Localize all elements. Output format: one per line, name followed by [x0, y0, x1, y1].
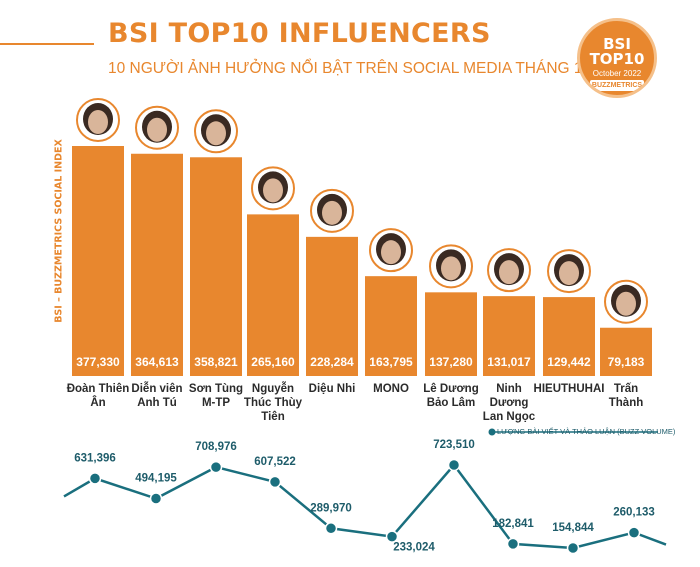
line-point — [447, 458, 461, 472]
badge-line-2: TOP10 — [589, 50, 645, 68]
line-value-label: 154,844 — [552, 522, 594, 534]
line-series: 631,396 494,195 708,976 607,522 289,970 233,0… — [63, 439, 667, 555]
bar — [131, 153, 183, 376]
bar-value-label: 79,183 — [608, 355, 645, 369]
category-label-line: Thúc Thùy — [244, 397, 303, 409]
category-label-line: Lê Dương — [423, 383, 478, 395]
category-label: Ninh Dương Lan Ngọc — [483, 383, 536, 423]
line-point — [506, 537, 520, 551]
bar-value-label: 265,160 — [251, 355, 295, 369]
category-label-line: MONO — [373, 383, 409, 395]
avatar-face — [441, 256, 461, 281]
category-label-line: Bảo Lâm — [427, 397, 476, 409]
bar — [543, 297, 595, 376]
bar — [72, 146, 124, 376]
line-point — [209, 460, 223, 474]
line-point — [627, 526, 641, 539]
bsi-top10-badge: BSI TOP10 October 2022 BUZZMETRICS — [577, 18, 657, 98]
category-label-line: Đoàn Thiên — [67, 383, 130, 395]
badge-date: October 2022 — [592, 69, 642, 78]
line-value-label: 494,195 — [135, 473, 177, 485]
bar — [247, 214, 299, 376]
bar — [600, 327, 652, 376]
chart-subtitle: 10 NGƯỜI ẢNH HƯỞNG NỔI BẬT TRÊN SOCIAL M… — [108, 60, 630, 77]
category-label-line: Nguyễn — [252, 382, 294, 395]
bar — [190, 157, 242, 376]
bar-value-label: 131,017 — [487, 355, 531, 369]
category-label: HIEUTHUHAI — [534, 383, 605, 395]
line-value-label: 233,024 — [393, 542, 435, 554]
category-label: Lê Dương Bảo Lâm — [423, 383, 478, 409]
category-label-line: HIEUTHUHAI — [534, 383, 605, 395]
category-label: Trấn Thành — [609, 383, 644, 409]
line-point — [88, 472, 102, 485]
line-point — [385, 530, 399, 543]
bar — [425, 292, 477, 376]
line-value-label: 607,522 — [254, 456, 296, 468]
line-value-label: 631,396 — [74, 452, 116, 464]
title-accent-line — [0, 43, 94, 45]
category-label-line: Anh Tú — [137, 397, 177, 409]
category-label: Diệu Nhi — [309, 383, 356, 395]
category-label-line: Ân — [90, 396, 105, 409]
category-label-line: Trấn — [614, 383, 638, 395]
category-label-line: Lan Ngọc — [483, 411, 536, 423]
line-point — [566, 541, 580, 555]
category-label-line: Tiên — [261, 411, 284, 423]
line-point — [324, 522, 338, 535]
category-label-line: Thành — [609, 397, 644, 409]
avatar-group — [76, 98, 648, 324]
avatar-face — [499, 260, 519, 285]
legend-text: LƯỢNG BÀI VIẾT VÀ THẢO LUẬN (BUZZ VOLUME… — [497, 426, 676, 436]
line-point — [149, 492, 163, 505]
line-legend: LƯỢNG BÀI VIẾT VÀ THẢO LUẬN (BUZZ VOLUME… — [488, 426, 676, 436]
bar — [365, 276, 417, 376]
line-value-label: 289,970 — [310, 502, 352, 514]
category-label: Nguyễn Thúc Thùy Tiên — [244, 382, 303, 423]
bar-value-label: 358,821 — [194, 355, 238, 369]
bar-series: 377,330 364,613 358,821 265,160 228,284 163,7… — [72, 146, 652, 376]
bar-value-label: 129,442 — [547, 355, 591, 369]
category-label: Sơn Tùng M-TP — [189, 383, 243, 409]
category-label: Đoàn Thiên Ân — [67, 383, 130, 409]
category-label: Diễn viên Anh Tú — [131, 382, 182, 409]
category-label-line: Dương — [490, 397, 529, 409]
line-value-label: 723,510 — [433, 439, 475, 451]
category-label-line: Diệu Nhi — [309, 383, 356, 395]
bar — [306, 236, 358, 376]
badge-line-1: BSI — [603, 35, 631, 53]
bar — [483, 296, 535, 376]
legend-marker — [488, 428, 496, 436]
avatar-face — [322, 200, 342, 225]
avatar-face — [559, 261, 579, 286]
chart-title: BSI TOP10 INFLUENCERS — [108, 18, 491, 49]
category-label-line: Ninh — [496, 383, 522, 395]
avatar-face — [616, 291, 636, 316]
bar-value-label: 364,613 — [135, 355, 179, 369]
category-label-line: M-TP — [202, 397, 230, 409]
bar-value-label: 163,795 — [369, 355, 413, 369]
bar-value-label: 377,330 — [76, 355, 120, 369]
bar-value-label: 228,284 — [310, 355, 354, 369]
line-value-label: 708,976 — [195, 441, 237, 453]
avatar-face — [88, 110, 108, 134]
category-label: MONO — [373, 383, 409, 395]
line-value-label: 182,841 — [492, 518, 534, 530]
avatar-face — [147, 117, 167, 142]
line-value-label: 260,133 — [613, 507, 655, 519]
badge-brand: BUZZMETRICS — [590, 80, 644, 91]
category-label-line: Sơn Tùng — [189, 383, 243, 395]
line-path — [63, 463, 667, 550]
line-point — [268, 475, 282, 489]
avatar-face — [206, 121, 226, 146]
avatar-face — [263, 178, 283, 203]
avatar-face — [381, 240, 401, 265]
bar-value-label: 137,280 — [429, 355, 473, 369]
category-label-line: Diễn viên — [131, 382, 182, 395]
